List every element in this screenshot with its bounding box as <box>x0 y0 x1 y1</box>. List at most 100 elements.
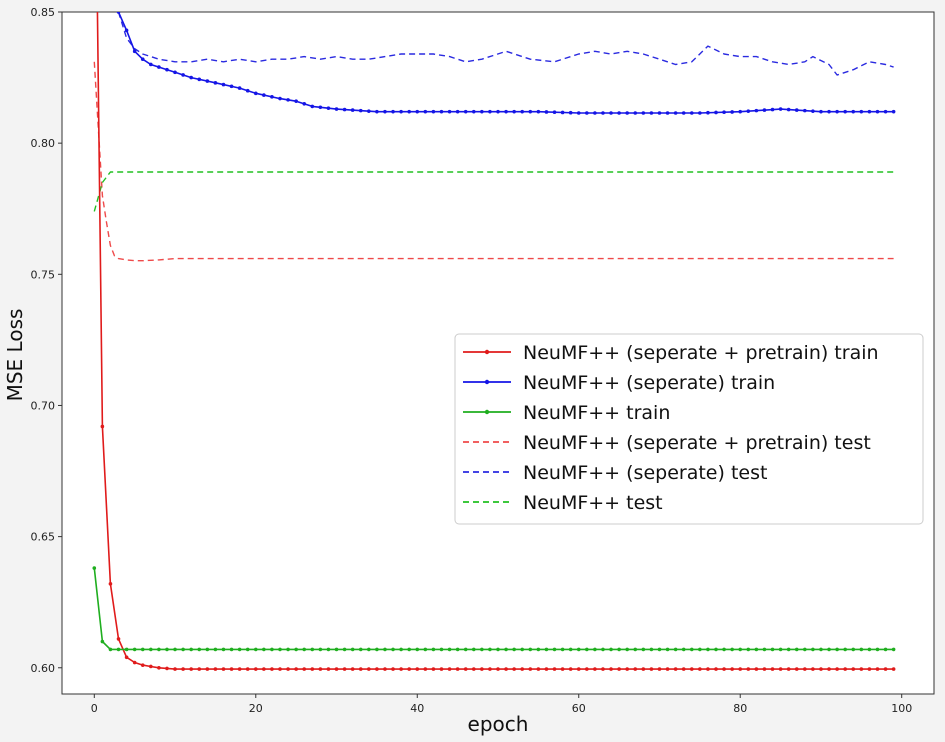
series-point <box>843 109 847 114</box>
series-point <box>601 667 605 671</box>
series-point <box>568 667 573 671</box>
series-point <box>124 647 129 652</box>
series-point <box>245 667 250 671</box>
series-point <box>552 110 557 115</box>
series-point <box>891 109 896 114</box>
series-point <box>439 109 444 114</box>
series-point <box>149 664 153 669</box>
x-tick-label: 0 <box>91 702 98 715</box>
series-point <box>132 49 137 54</box>
series-point <box>867 667 872 671</box>
series-point <box>875 667 880 671</box>
series-point <box>641 111 646 115</box>
series-point <box>681 667 686 671</box>
series-point <box>544 110 549 114</box>
series-point <box>294 99 298 103</box>
series-point <box>698 647 702 652</box>
series-point <box>245 647 250 652</box>
series-point <box>770 107 775 112</box>
x-axis-ticks: 0 20 40 60 80 100 <box>91 694 912 715</box>
x-tick-label: 20 <box>249 702 263 715</box>
series-point <box>714 110 718 115</box>
series-point <box>657 111 662 115</box>
series-point <box>665 667 670 671</box>
series-point <box>334 107 339 111</box>
series-point <box>722 110 726 115</box>
series-point <box>253 667 258 671</box>
series-point <box>471 667 476 671</box>
series-point <box>391 647 395 652</box>
series-point <box>714 647 718 652</box>
series-point <box>310 104 315 109</box>
x-tick-label: 40 <box>410 702 424 715</box>
series-point <box>746 667 751 671</box>
series-point <box>205 667 210 671</box>
y-tick-label: 0.75 <box>31 268 56 281</box>
series-point <box>447 647 452 652</box>
x-tick-label: 100 <box>891 702 912 715</box>
series-point <box>286 98 290 102</box>
series-point <box>326 667 331 671</box>
series-point <box>399 109 403 114</box>
series-point <box>601 647 605 652</box>
legend-marker <box>484 409 490 415</box>
series-point <box>310 647 315 652</box>
series-point <box>730 667 734 671</box>
series-point <box>253 91 258 96</box>
series-layer <box>92 12 896 671</box>
series-point <box>585 667 589 671</box>
series-point <box>229 667 234 671</box>
series-point <box>576 647 581 652</box>
series-point <box>342 107 347 112</box>
series-point <box>221 667 226 671</box>
series-point <box>181 647 185 652</box>
series-point <box>463 667 468 671</box>
series-point <box>770 667 775 671</box>
series-point <box>625 111 629 115</box>
series-point <box>778 667 783 671</box>
y-tick-label: 0.70 <box>31 399 56 412</box>
series-point <box>399 647 403 652</box>
series-point <box>811 109 815 113</box>
series-point <box>124 28 129 33</box>
series-point <box>116 637 121 641</box>
series-point <box>221 82 226 87</box>
series-point <box>673 667 678 671</box>
series-point <box>827 647 831 652</box>
series-point <box>520 667 525 671</box>
series-point <box>649 111 654 115</box>
series-point <box>407 667 411 671</box>
series-point <box>286 647 290 652</box>
x-axis-label: epoch <box>468 712 529 736</box>
series-point <box>157 647 161 652</box>
series-point <box>536 109 541 114</box>
series-point <box>391 109 395 114</box>
series-point <box>560 647 565 652</box>
legend-box <box>454 333 924 525</box>
series-point <box>431 647 436 652</box>
series-point <box>609 647 613 652</box>
series-point <box>157 65 161 69</box>
series-point <box>165 67 169 72</box>
series-point <box>576 111 581 115</box>
series-point <box>738 109 743 114</box>
series-point <box>262 93 266 97</box>
series-point <box>593 647 597 652</box>
series-point <box>237 667 242 671</box>
series-point <box>835 667 839 671</box>
series-point <box>270 647 274 652</box>
series-point <box>698 111 702 115</box>
legend-marker <box>484 379 490 385</box>
series-point <box>302 102 307 106</box>
series-point <box>649 667 654 671</box>
series-point <box>92 566 97 570</box>
series-point <box>851 109 856 114</box>
series-point <box>609 111 613 115</box>
series-point <box>665 111 670 115</box>
series-point <box>786 667 791 671</box>
series-point <box>568 647 573 652</box>
series-point <box>512 109 516 114</box>
series-line <box>93 171 894 212</box>
series-point <box>649 647 654 652</box>
series-point <box>245 88 250 93</box>
